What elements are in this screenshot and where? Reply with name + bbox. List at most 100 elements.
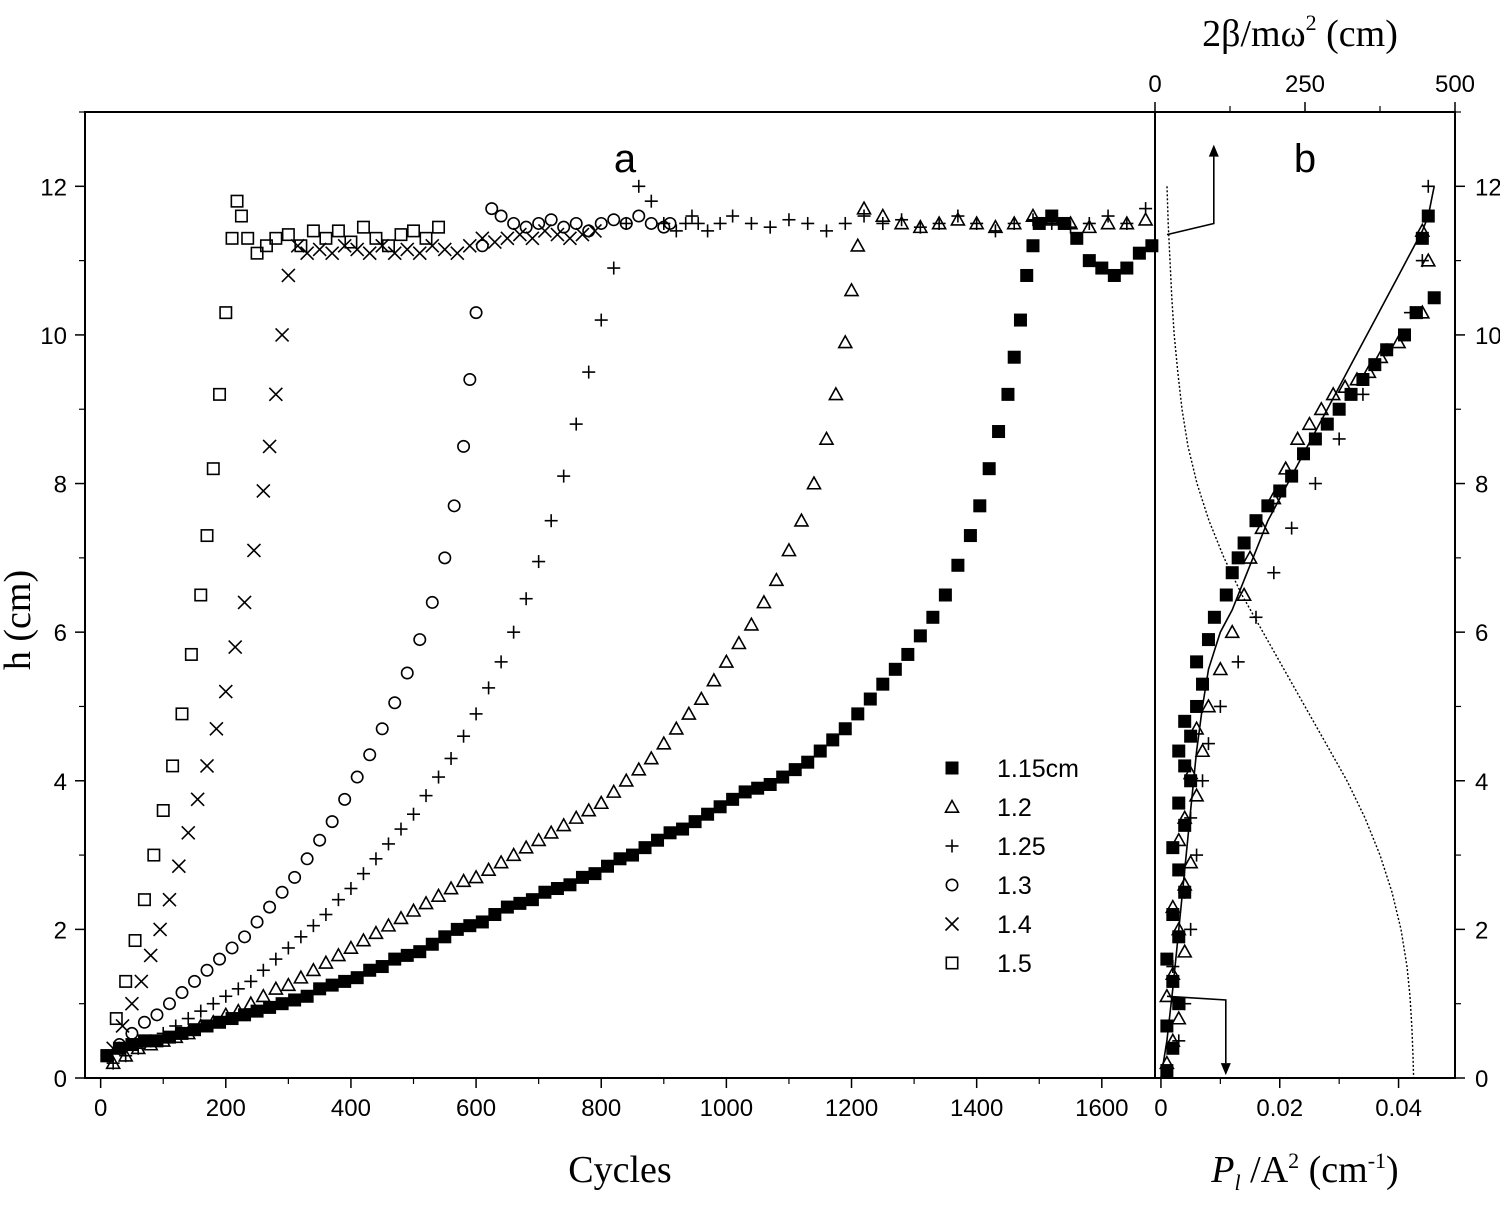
point-a-3-1 bbox=[112, 1038, 126, 1052]
point-a-3-32 bbox=[475, 239, 489, 253]
y-tick-label-8: 8 bbox=[54, 472, 67, 499]
point-b-1-5 bbox=[1176, 943, 1193, 958]
point-a-1-64-shape bbox=[893, 215, 910, 230]
legend-marker-3 bbox=[945, 878, 959, 892]
point-a-5-25-shape bbox=[319, 231, 333, 245]
point-a-1-9 bbox=[217, 1006, 234, 1021]
point-a-5-1 bbox=[109, 1012, 123, 1026]
point-a-1-6 bbox=[180, 1025, 197, 1040]
point-a-2-1 bbox=[119, 1049, 133, 1063]
point-a-4-17-d2 bbox=[262, 439, 277, 454]
point-a-3-13 bbox=[263, 900, 277, 914]
point-b-2-5 bbox=[1190, 848, 1204, 862]
point-a-5-21-shape bbox=[269, 231, 283, 245]
point-a-1-43-shape bbox=[643, 750, 660, 765]
point-a-1-41 bbox=[618, 772, 635, 787]
point-a-0-23-shape bbox=[388, 952, 402, 966]
point-a-1-45 bbox=[668, 720, 685, 735]
point-a-0-52 bbox=[751, 781, 765, 795]
point-a-1-13-shape bbox=[267, 980, 284, 995]
b-y-tick-label-6: 6 bbox=[1475, 620, 1488, 647]
point-b-1-26-shape bbox=[1313, 401, 1330, 416]
point-a-1-56-shape bbox=[806, 475, 822, 490]
point-a-0-58 bbox=[826, 733, 840, 747]
point-b-2-10 bbox=[1231, 655, 1245, 669]
point-a-4-29 bbox=[387, 246, 402, 261]
point-a-0-28-shape bbox=[450, 922, 464, 936]
point-a-0-57-shape bbox=[813, 744, 827, 758]
point-a-4-34-d2 bbox=[450, 246, 465, 261]
point-a-0-52-shape bbox=[751, 781, 765, 795]
point-a-0-18 bbox=[325, 978, 339, 992]
point-a-3-4-shape bbox=[150, 1008, 164, 1022]
point-a-0-67 bbox=[938, 588, 952, 602]
point-a-5-23-shape bbox=[294, 239, 308, 253]
point-a-1-29 bbox=[468, 869, 484, 884]
point-a-4-35-d2 bbox=[462, 238, 477, 253]
point-a-0-59-shape bbox=[838, 722, 852, 736]
point-a-0-40 bbox=[600, 859, 614, 873]
point-a-0-55-shape bbox=[788, 763, 802, 777]
legend-marker-5-shape bbox=[945, 956, 959, 970]
point-a-0-21-shape bbox=[363, 963, 377, 977]
point-a-0-32 bbox=[500, 900, 514, 914]
point-a-1-34 bbox=[530, 832, 547, 847]
point-b-0-12-shape bbox=[1172, 796, 1186, 810]
point-b-0-16-shape bbox=[1184, 729, 1198, 743]
point-a-1-21 bbox=[368, 924, 384, 940]
point-a-0-16-shape bbox=[300, 989, 314, 1003]
point-a-0-69 bbox=[963, 529, 977, 543]
point-a-3-26 bbox=[425, 595, 439, 609]
point-a-0-81 bbox=[1070, 231, 1084, 245]
point-a-0-26-shape bbox=[425, 937, 439, 951]
point-a-0-47 bbox=[688, 815, 702, 829]
point-a-2-72 bbox=[1120, 216, 1134, 230]
point-a-2-21 bbox=[369, 852, 383, 866]
point-a-4-27 bbox=[362, 246, 377, 261]
top-axis-label: 2β/mω2 (cm) bbox=[1202, 10, 1398, 55]
point-b-1-16 bbox=[1200, 698, 1217, 713]
point-a-3-3 bbox=[137, 1015, 151, 1029]
point-a-1-10 bbox=[230, 1002, 247, 1018]
point-a-3-44-shape bbox=[619, 216, 633, 230]
point-b-1-30-shape bbox=[1361, 363, 1377, 379]
point-a-0-18-shape bbox=[325, 978, 339, 992]
point-a-0-27 bbox=[438, 930, 452, 944]
point-b-1-32-shape bbox=[1390, 334, 1407, 349]
point-b-1-14 bbox=[1194, 742, 1211, 758]
point-b-0-32 bbox=[1308, 432, 1322, 446]
point-a-1-47-shape bbox=[693, 690, 710, 706]
point-a-5-22 bbox=[281, 228, 295, 242]
point-a-1-55 bbox=[793, 512, 810, 527]
point-a-0-33-shape bbox=[513, 896, 527, 910]
point-a-4-2 bbox=[124, 996, 139, 1011]
point-b-1-20-shape bbox=[1242, 549, 1258, 564]
point-a-4-9 bbox=[190, 792, 205, 807]
point-a-2-16 bbox=[306, 919, 320, 933]
point-a-1-54 bbox=[781, 542, 797, 557]
point-a-3-41-shape bbox=[582, 224, 596, 238]
point-a-0-75 bbox=[1013, 313, 1027, 327]
point-a-1-42-shape bbox=[630, 761, 647, 776]
point-a-0-63 bbox=[888, 662, 902, 676]
point-b-1-23 bbox=[1277, 460, 1294, 475]
point-a-4-40-d2 bbox=[525, 231, 540, 246]
point-a-4-26 bbox=[350, 242, 365, 257]
point-a-2-64 bbox=[970, 216, 984, 230]
point-b-0-15 bbox=[1172, 744, 1186, 758]
point-a-0-37-shape bbox=[563, 878, 577, 892]
point-a-3-17-shape bbox=[313, 833, 327, 847]
point-a-3-25 bbox=[413, 633, 427, 647]
point-a-5-5 bbox=[147, 848, 161, 862]
point-b-1-24 bbox=[1289, 430, 1306, 445]
point-a-5-32-shape bbox=[407, 224, 421, 238]
legend-label-3: 1.3 bbox=[997, 872, 1032, 900]
point-a-1-51-shape bbox=[743, 616, 760, 631]
point-a-2-66 bbox=[1007, 216, 1021, 230]
point-b-1-0-shape bbox=[1159, 1054, 1175, 1070]
point-a-5-18-shape bbox=[241, 231, 255, 245]
point-a-5-9 bbox=[184, 647, 198, 661]
point-a-1-34-shape bbox=[530, 832, 547, 847]
point-a-5-11 bbox=[200, 529, 214, 543]
point-a-4-5 bbox=[153, 922, 168, 937]
